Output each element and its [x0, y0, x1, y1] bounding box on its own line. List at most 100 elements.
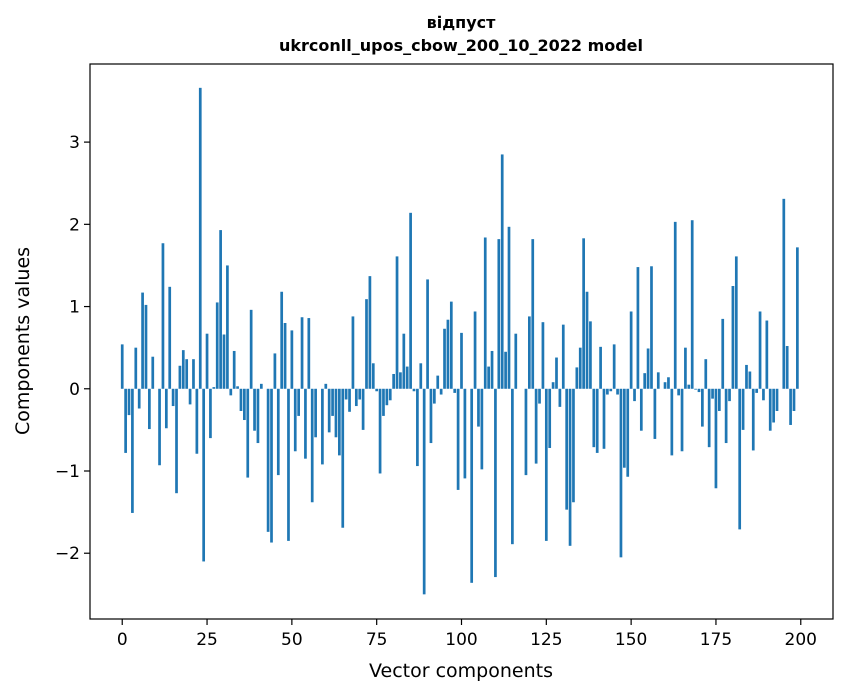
bar-87 [416, 388, 419, 467]
bar-63 [334, 388, 338, 438]
bar-24 [202, 388, 206, 562]
bar-75 [375, 388, 379, 392]
bar-149 [626, 388, 630, 477]
bar-29 [219, 230, 222, 389]
bar-184 [745, 364, 748, 389]
bar-25 [205, 333, 209, 389]
bar-76 [378, 388, 382, 474]
bar-22 [195, 388, 199, 454]
bar-179 [728, 388, 731, 402]
bars-group [120, 87, 799, 595]
bar-175 [714, 388, 718, 489]
bar-196 [785, 346, 789, 389]
bar-90 [426, 279, 429, 389]
bar-148 [622, 388, 626, 468]
bar-180 [731, 286, 735, 389]
y-tick-label: 1 [69, 298, 80, 318]
bar-20 [188, 388, 192, 405]
bar-19 [185, 359, 189, 389]
bar-190 [765, 320, 769, 389]
bar-125 [544, 388, 548, 541]
bar-120 [528, 316, 531, 389]
bar-145 [612, 344, 616, 389]
bar-114 [507, 226, 511, 389]
bar-97 [449, 301, 453, 389]
bar-146 [616, 388, 619, 395]
bar-1 [124, 388, 127, 453]
bar-160 [663, 382, 667, 389]
x-tick-label: 50 [281, 630, 303, 650]
bar-16 [175, 388, 178, 494]
bar-32 [229, 388, 233, 396]
bar-115 [511, 388, 514, 545]
bar-142 [602, 388, 606, 449]
bar-161 [667, 377, 670, 389]
bar-153 [639, 388, 643, 431]
bar-131 [565, 388, 569, 510]
bar-52 [297, 388, 300, 416]
bar-49 [287, 388, 290, 541]
bar-93 [436, 375, 440, 389]
bar-13 [164, 388, 168, 429]
bar-65 [341, 388, 345, 528]
bar-67 [348, 388, 351, 412]
y-tick-label: 0 [69, 380, 80, 400]
x-tick-label: 100 [445, 630, 477, 650]
x-axis-ticks: 0 25 50 75 100 125 150 175 200 [117, 619, 817, 650]
bar-54 [304, 388, 307, 459]
bar-39 [253, 388, 256, 431]
bar-172 [704, 359, 708, 389]
bar-187 [755, 388, 759, 393]
bar-89 [422, 388, 426, 595]
bar-183 [741, 388, 745, 430]
bar-86 [412, 388, 416, 392]
bar-43 [266, 388, 270, 532]
bar-103 [470, 388, 474, 583]
bar-119 [524, 388, 528, 476]
x-tick-label: 175 [700, 630, 732, 650]
bar-84 [405, 366, 409, 389]
bar-133 [572, 388, 575, 503]
bar-111 [497, 239, 501, 389]
bar-147 [619, 388, 623, 558]
bar-62 [331, 388, 334, 416]
bar-171 [701, 388, 704, 427]
bar-185 [748, 371, 752, 389]
bar-113 [504, 351, 507, 389]
bar-108 [487, 366, 490, 389]
bar-122 [534, 388, 538, 464]
x-tick-label: 150 [615, 630, 647, 650]
bar-137 [585, 291, 589, 389]
bar-191 [768, 388, 772, 431]
y-axis-label: Components values [12, 247, 34, 435]
bar-34 [236, 386, 239, 389]
bar-176 [717, 388, 721, 411]
bar-199 [796, 247, 799, 389]
bar-26 [209, 388, 212, 439]
bar-140 [595, 388, 599, 453]
bar-177 [721, 318, 725, 389]
bar-7 [144, 304, 148, 389]
bar-132 [568, 388, 572, 546]
bar-14 [168, 286, 172, 389]
bar-5 [137, 388, 141, 409]
bar-31 [226, 265, 229, 389]
bar-129 [558, 388, 562, 407]
bar-170 [697, 388, 701, 393]
x-tick-label: 25 [196, 630, 218, 650]
y-tick-label: 3 [69, 133, 80, 153]
bar-35 [239, 388, 243, 411]
bar-33 [232, 350, 236, 389]
bar-141 [599, 346, 602, 389]
bar-155 [646, 348, 650, 389]
bar-178 [724, 388, 728, 444]
bar-37 [246, 388, 250, 478]
bar-106 [480, 388, 484, 470]
bar-64 [338, 388, 341, 456]
bar-61 [327, 388, 331, 433]
bar-112 [500, 154, 504, 389]
bar-40 [256, 388, 260, 444]
bar-168 [690, 220, 694, 389]
bar-181 [734, 256, 738, 389]
